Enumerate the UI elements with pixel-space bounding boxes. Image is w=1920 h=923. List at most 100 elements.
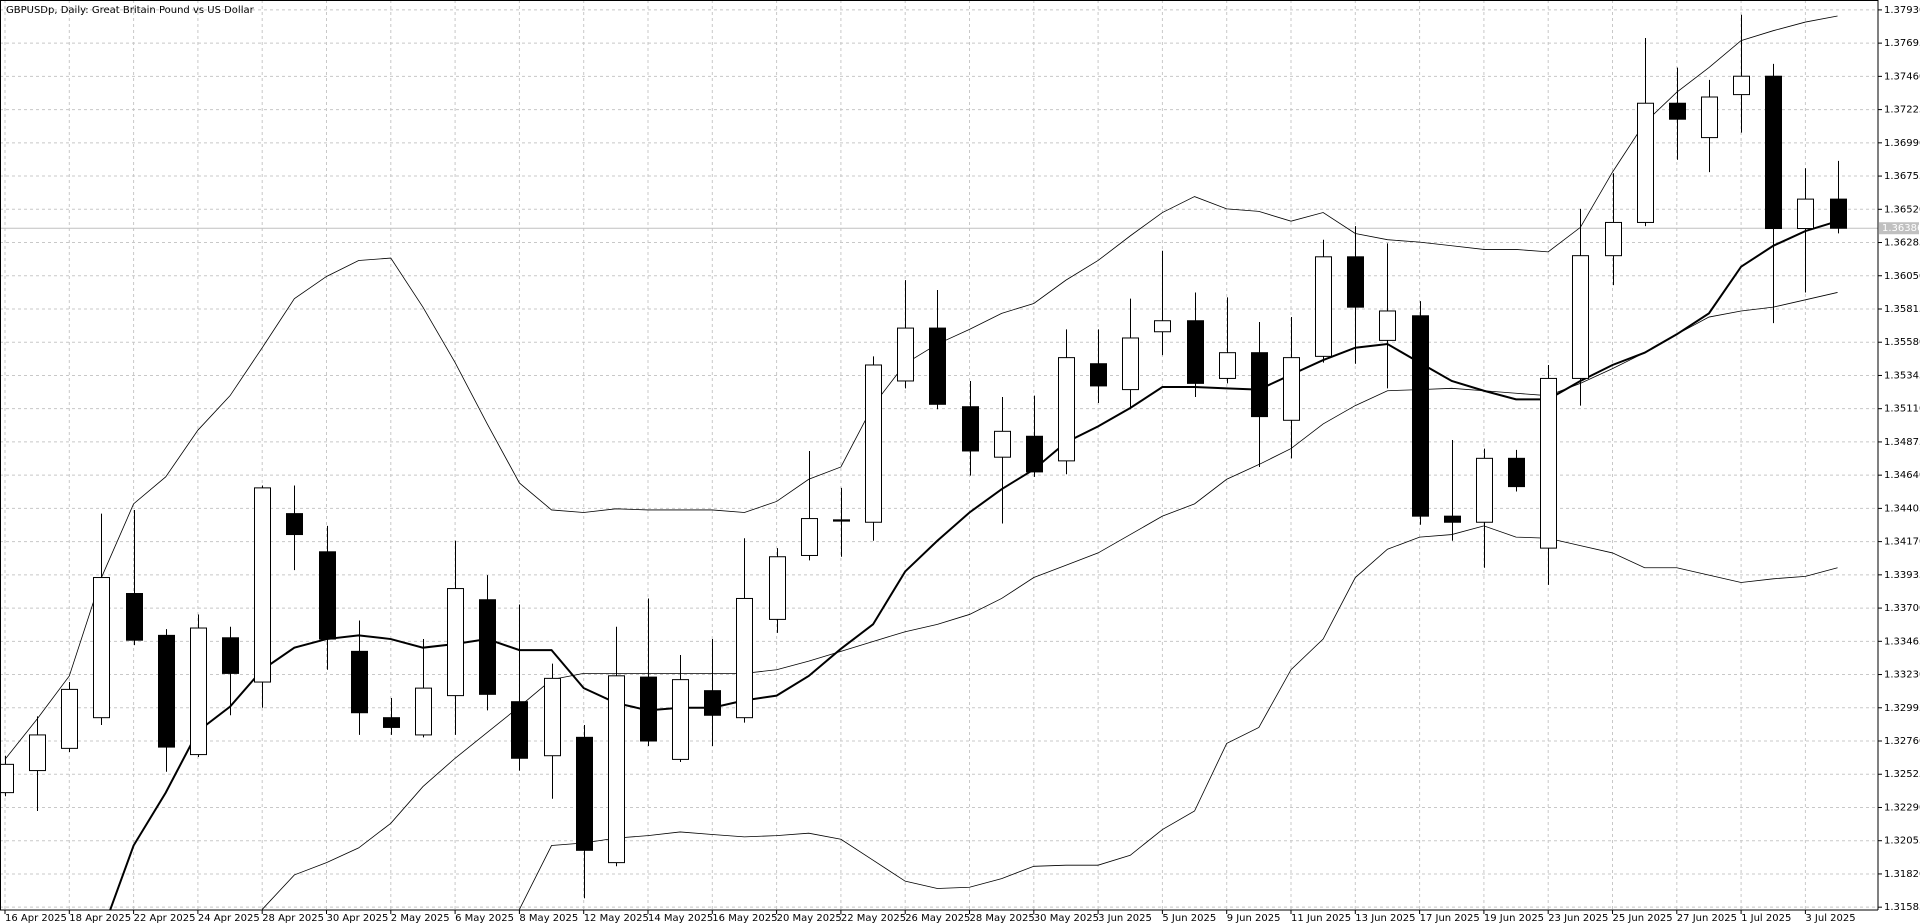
y-tick-label: 1.37460 [1884,71,1920,82]
candle-body [1444,515,1461,523]
candle-body [511,701,528,759]
candle-body [254,487,271,683]
candle-body [1412,315,1429,517]
candle-body [1476,457,1493,523]
candle-body [0,763,14,794]
x-tick-label: 6 May 2025 [455,913,514,923]
x-tick-label: 28 Apr 2025 [262,913,324,923]
y-tick-label: 1.37930 [1884,5,1920,16]
x-tick-label: 12 May 2025 [584,913,649,923]
candle-body [1090,363,1107,387]
y-tick-label: 1.36520 [1884,204,1920,215]
y-tick-label: 1.34875 [1884,437,1920,448]
x-tick-label: 19 Jun 2025 [1484,913,1544,923]
current-price-label: 1.36386 [1882,223,1920,234]
x-tick-label: 5 Jun 2025 [1162,913,1216,923]
candle-body [1187,320,1204,384]
candle-body [1572,255,1589,379]
candle-body [479,599,496,695]
candle-body [1701,96,1718,139]
candle-body [769,556,786,620]
candle-body [1797,198,1814,230]
y-tick-label: 1.33230 [1884,670,1920,681]
y-tick-label: 1.35110 [1884,404,1920,415]
y-tick-label: 1.33465 [1884,636,1920,647]
candle-body [1251,352,1268,418]
y-tick-label: 1.36285 [1884,238,1920,249]
current-price-box [1879,222,1919,235]
x-tick-label: 16 Apr 2025 [5,913,67,923]
y-tick-label: 1.35580 [1884,337,1920,348]
indicator-line [261,292,1838,910]
candle-body [672,679,689,760]
indicator-line [519,525,1838,910]
candle-body [608,675,625,864]
x-tick-label: 14 May 2025 [648,913,713,923]
candle-body [1315,256,1332,357]
candle-body [736,597,753,719]
candle-body [1669,102,1686,120]
x-tick-label: 3 Jun 2025 [1098,913,1152,923]
y-tick-label: 1.35345 [1884,370,1920,381]
candle-body [93,577,110,719]
candle-body [962,406,979,452]
y-tick-label: 1.32760 [1884,736,1920,747]
y-tick-label: 1.35815 [1884,304,1920,315]
x-tick-label: 17 Jun 2025 [1420,913,1480,923]
candle-body [929,327,946,405]
candle-body [286,513,303,536]
x-tick-label: 22 Apr 2025 [134,913,196,923]
candle-body [544,677,561,757]
y-tick-label: 1.31585 [1884,902,1920,913]
y-tick-label: 1.32525 [1884,769,1920,780]
x-tick-label: 1 Jul 2025 [1741,913,1791,923]
candle-body [1026,435,1043,473]
x-tick-label: 16 May 2025 [712,913,777,923]
candle-body [1122,337,1139,391]
x-tick-label: 25 Jun 2025 [1613,913,1673,923]
x-tick-label: 28 May 2025 [970,913,1035,923]
candle-body [158,634,175,748]
candle-body [1765,75,1782,230]
candle-body [865,364,882,523]
candle-body [1605,221,1622,257]
candle-body [1347,256,1364,308]
y-tick-label: 1.36990 [1884,138,1920,149]
candle-body [640,676,657,742]
x-tick-label: 11 Jun 2025 [1291,913,1351,923]
candle-body [319,551,336,640]
y-tick-label: 1.33935 [1884,570,1920,581]
y-tick-label: 1.32290 [1884,802,1920,813]
candle-body [1733,75,1750,96]
x-tick-label: 18 Apr 2025 [69,913,131,923]
candle-body [383,717,400,728]
x-tick-label: 9 Jun 2025 [1227,913,1281,923]
x-tick-label: 8 May 2025 [519,913,578,923]
y-tick-label: 1.36755 [1884,171,1920,182]
x-tick-label: 22 May 2025 [841,913,906,923]
y-tick-label: 1.37695 [1884,38,1920,49]
y-tick-label: 1.34170 [1884,537,1920,548]
x-tick-label: 30 May 2025 [1034,913,1099,923]
x-tick-label: 24 Apr 2025 [198,913,260,923]
candle-body [222,637,239,674]
plot-area [0,0,1878,910]
candle-body [1379,310,1396,341]
candle-body [704,690,721,716]
candle-body [415,687,432,736]
candle-body [1637,102,1654,223]
y-tick-label: 1.32995 [1884,703,1920,714]
candle-body [1508,457,1525,488]
x-tick-label: 23 Jun 2025 [1548,913,1608,923]
y-tick-label: 1.36050 [1884,271,1920,282]
candle-body [447,588,464,697]
y-tick-label: 1.31820 [1884,869,1920,880]
candle-body [1058,357,1075,462]
candle-body [576,736,593,851]
chart-title: GBPUSDp, Daily: Great Britain Pound vs U… [6,5,255,16]
candle-body [351,650,368,714]
candle-body [190,627,207,756]
x-tick-label: 13 Jun 2025 [1355,913,1415,923]
